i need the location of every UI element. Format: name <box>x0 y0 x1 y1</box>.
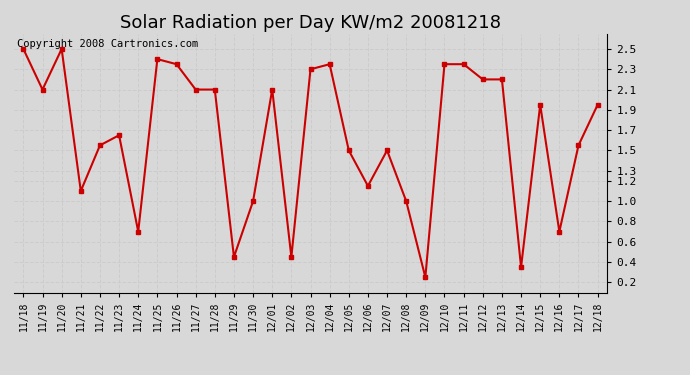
Text: Copyright 2008 Cartronics.com: Copyright 2008 Cartronics.com <box>17 39 198 49</box>
Title: Solar Radiation per Day KW/m2 20081218: Solar Radiation per Day KW/m2 20081218 <box>120 14 501 32</box>
